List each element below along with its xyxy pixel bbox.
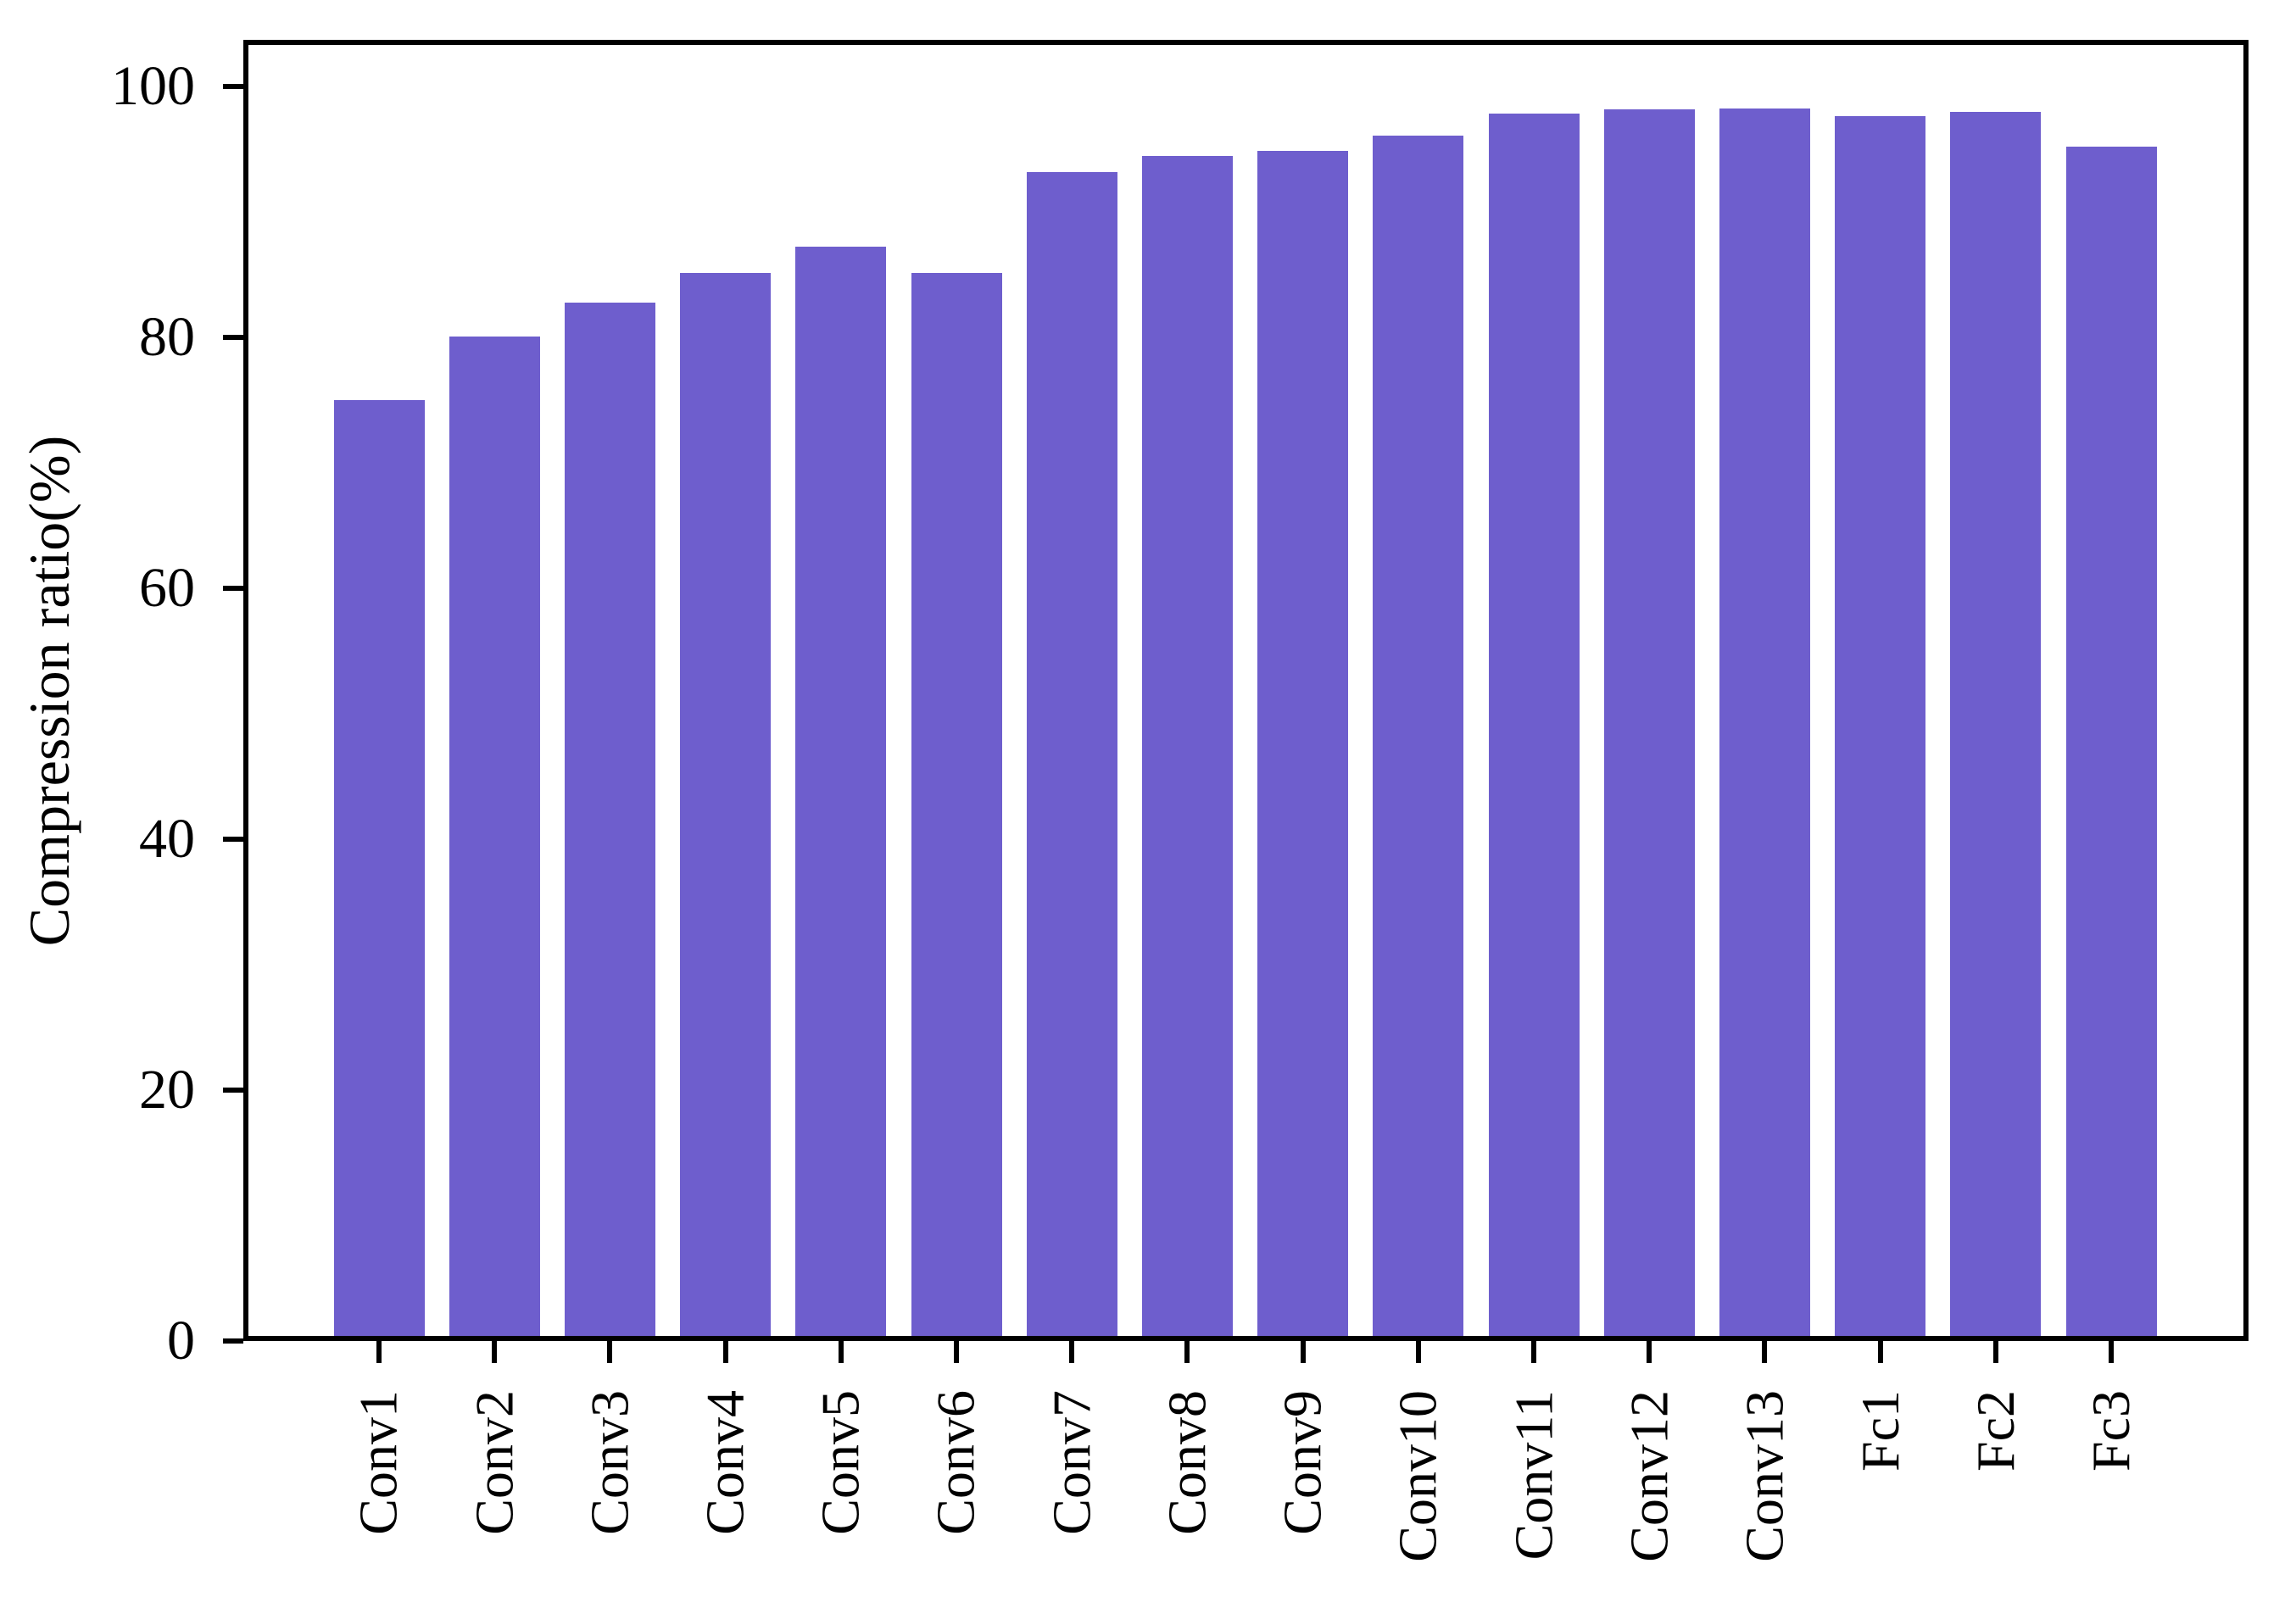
y-axis-ticks: 0 20 40 60 80 100 xyxy=(0,40,243,1371)
y-tick-label-60: 60 xyxy=(139,556,195,619)
x-tick-label-conv4: Conv4 xyxy=(694,1390,755,1535)
y-tick-mark-20 xyxy=(223,1087,243,1093)
bar-conv10 xyxy=(1373,136,1464,1336)
bar-conv11 xyxy=(1488,113,1580,1336)
x-tick-mark-conv6 xyxy=(954,1341,959,1363)
x-tick-label-conv2: Conv2 xyxy=(464,1390,525,1535)
x-tick-label-fc1: Fc1 xyxy=(1849,1390,1910,1472)
x-tick-label-conv9: Conv9 xyxy=(1272,1390,1333,1535)
x-tick-mark-conv9 xyxy=(1300,1341,1306,1363)
bar-conv2 xyxy=(449,336,540,1336)
x-tick-mark-conv4 xyxy=(722,1341,728,1363)
plot-area xyxy=(243,40,2249,1341)
x-tick-mark-conv13 xyxy=(1762,1341,1768,1363)
y-tick-label-40: 40 xyxy=(139,807,195,870)
x-tick-label-conv1: Conv1 xyxy=(348,1390,409,1535)
x-tick-mark-conv5 xyxy=(838,1341,844,1363)
y-tick-mark-40 xyxy=(223,836,243,842)
bar-conv13 xyxy=(1719,108,1810,1336)
bar-conv7 xyxy=(1026,171,1117,1336)
x-tick-mark-fc1 xyxy=(1877,1341,1883,1363)
x-tick-label-conv7: Conv7 xyxy=(1041,1390,1102,1535)
x-tick-mark-conv11 xyxy=(1531,1341,1536,1363)
x-tick-label-conv13: Conv13 xyxy=(1734,1390,1795,1562)
x-tick-label-conv6: Conv6 xyxy=(926,1390,986,1535)
y-tick-label-20: 20 xyxy=(139,1058,195,1121)
y-tick-label-0: 0 xyxy=(167,1310,195,1372)
bar-conv4 xyxy=(680,272,772,1336)
bar-conv5 xyxy=(795,246,887,1336)
x-tick-label-fc3: Fc3 xyxy=(2081,1390,2141,1472)
bar-conv1 xyxy=(333,399,425,1336)
x-tick-mark-conv1 xyxy=(376,1341,382,1363)
x-tick-label-fc2: Fc2 xyxy=(1964,1390,2026,1472)
bar-fc3 xyxy=(2065,147,2157,1336)
x-tick-mark-conv7 xyxy=(1069,1341,1075,1363)
x-tick-mark-fc2 xyxy=(1992,1341,1998,1363)
x-tick-mark-conv12 xyxy=(1647,1341,1652,1363)
y-tick-mark-80 xyxy=(223,334,243,340)
y-tick-label-80: 80 xyxy=(139,305,195,368)
bar-conv8 xyxy=(1141,155,1233,1336)
x-tick-label-conv3: Conv3 xyxy=(579,1390,640,1535)
x-tick-label-conv10: Conv10 xyxy=(1387,1390,1448,1562)
bar-fc2 xyxy=(1950,112,2042,1336)
x-tick-mark-conv10 xyxy=(1415,1341,1421,1363)
y-tick-mark-60 xyxy=(223,585,243,591)
x-tick-mark-conv2 xyxy=(492,1341,498,1363)
y-tick-mark-0 xyxy=(223,1338,243,1344)
bar-conv12 xyxy=(1603,109,1695,1336)
y-tick-label-100: 100 xyxy=(111,54,195,117)
x-tick-label-conv5: Conv5 xyxy=(810,1390,871,1535)
x-axis-ticks: Conv1 Conv2 Conv3 Conv4 Conv5 Conv6 Conv7 Conv8… xyxy=(243,1341,2249,1597)
x-tick-mark-conv8 xyxy=(1184,1341,1190,1363)
x-tick-label-conv12: Conv12 xyxy=(1619,1390,1680,1562)
x-tick-label-conv11: Conv11 xyxy=(1503,1390,1563,1561)
bar-conv6 xyxy=(911,272,1002,1336)
bar-fc1 xyxy=(1835,115,1926,1336)
x-tick-mark-conv3 xyxy=(607,1341,613,1363)
bar-conv9 xyxy=(1257,150,1349,1336)
y-tick-mark-100 xyxy=(223,83,243,89)
x-tick-mark-fc3 xyxy=(2109,1341,2114,1363)
bar-conv3 xyxy=(564,303,655,1336)
x-tick-label-conv8: Conv8 xyxy=(1156,1390,1218,1535)
